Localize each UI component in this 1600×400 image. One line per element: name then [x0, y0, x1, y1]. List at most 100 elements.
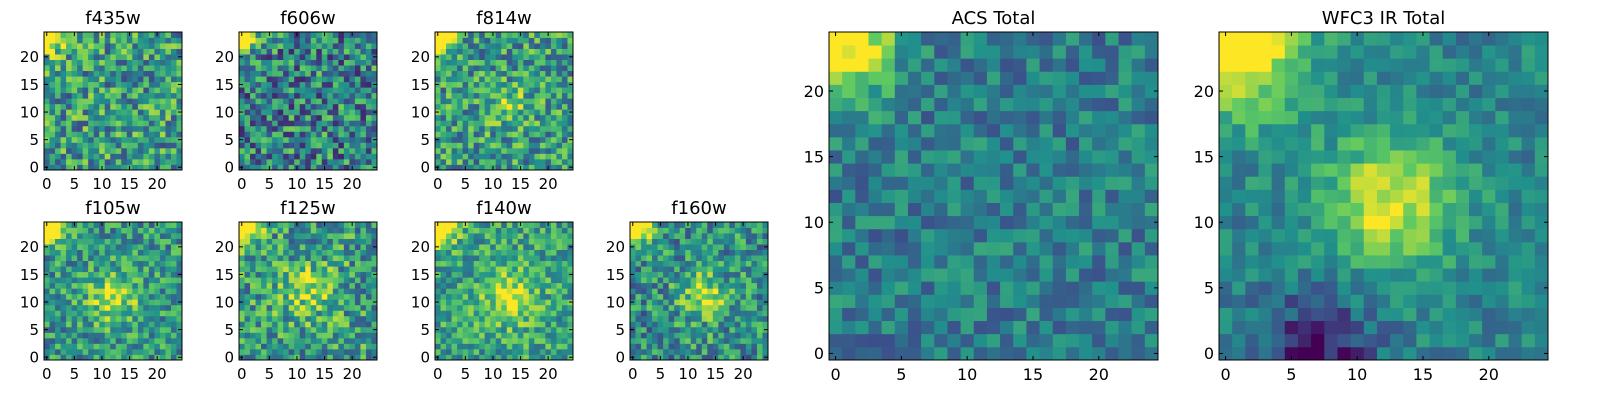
heatmap-cell [365, 43, 372, 49]
heatmap-cell [250, 54, 256, 60]
heatmap-cell [446, 348, 452, 355]
heatmap-cell [446, 43, 452, 49]
heatmap-cell [468, 266, 475, 273]
heatmap-cell [154, 233, 161, 239]
heatmap-cell [126, 337, 133, 344]
heatmap-cell [294, 54, 301, 60]
heatmap-cell [567, 222, 574, 228]
heatmap-cell [132, 153, 139, 160]
heatmap-cell [545, 282, 552, 289]
heatmap-cell [71, 238, 78, 245]
heatmap-cell [685, 271, 692, 278]
heatmap-cell [82, 164, 89, 171]
heatmap-cell [829, 189, 843, 203]
heatmap-cell [652, 354, 658, 361]
heatmap-cell [561, 70, 568, 77]
heatmap-cell [712, 332, 719, 339]
heatmap-cell [365, 153, 372, 160]
heatmap-cell [545, 136, 552, 143]
heatmap-cell [652, 315, 658, 322]
heatmap-cell [556, 81, 563, 88]
heatmap-cell [868, 176, 883, 190]
heatmap-cell [473, 354, 480, 361]
heatmap-cell [310, 125, 317, 132]
heatmap-cell [734, 337, 741, 344]
heatmap-cell [556, 293, 563, 300]
heatmap-cell [490, 158, 497, 165]
heatmap-cell [110, 153, 117, 160]
heatmap-cell [332, 103, 339, 110]
heatmap-cell [365, 238, 372, 245]
heatmap-cell [126, 92, 133, 99]
heatmap-cell [762, 277, 769, 284]
heatmap-cell [148, 260, 155, 267]
heatmap-cell [154, 282, 161, 289]
heatmap-cell [110, 136, 117, 143]
heatmap-cell [561, 98, 568, 105]
heatmap-cell [495, 255, 502, 262]
heatmap-cell [1039, 163, 1054, 177]
heatmap-cell [349, 332, 356, 339]
heatmap-cell [360, 233, 367, 239]
heatmap-cell [283, 164, 290, 171]
heatmap-cell [674, 337, 681, 344]
heatmap-cell [349, 70, 356, 77]
heatmap-cell [137, 332, 144, 339]
heatmap-cell [159, 120, 166, 127]
heatmap-cell [66, 120, 72, 127]
heatmap-cell [1092, 202, 1106, 217]
heatmap-cell [288, 109, 295, 116]
heatmap-cell [679, 222, 686, 228]
heatmap-cell [685, 288, 692, 295]
heatmap-cell [250, 343, 256, 350]
heatmap-cell [159, 136, 166, 143]
heatmap-cell [170, 98, 177, 105]
heatmap-cell [343, 227, 350, 234]
heatmap-cell [365, 249, 372, 256]
heatmap-cell [165, 70, 172, 77]
heatmap-cell [266, 326, 273, 333]
heatmap-cell [668, 271, 675, 278]
heatmap-cell [239, 87, 245, 94]
heatmap-cell [1026, 255, 1040, 269]
heatmap-cell [104, 70, 111, 77]
heatmap-cell [512, 249, 519, 256]
heatmap-cell [539, 98, 546, 105]
heatmap-cell [294, 266, 301, 273]
heatmap-cell [663, 315, 670, 322]
heatmap-cell [679, 266, 686, 273]
heatmap-cell [718, 299, 725, 306]
heatmap-cell [756, 288, 763, 295]
heatmap-cell [762, 332, 769, 339]
heatmap-cell [338, 238, 345, 245]
heatmap-cell [534, 92, 541, 99]
heatmap-cell [1118, 333, 1133, 348]
heatmap-cell [468, 120, 475, 127]
heatmap-cell [316, 142, 323, 149]
heatmap-cell [986, 202, 1001, 217]
heatmap-cell [1105, 307, 1119, 322]
heatmap-cell [121, 114, 128, 121]
heatmap-cell [371, 222, 378, 228]
y-tick-label: 15 [606, 266, 625, 284]
heatmap-cell [137, 293, 144, 300]
heatmap-cell [115, 142, 122, 149]
heatmap-cell [751, 260, 758, 267]
heatmap-cell [539, 271, 546, 278]
heatmap-cell [668, 337, 675, 344]
heatmap-cell [701, 321, 708, 328]
heatmap-cell [745, 222, 752, 228]
heatmap-cell [343, 59, 350, 66]
heatmap-cell [506, 222, 513, 228]
heatmap-cell [490, 81, 497, 88]
heatmap-cell [360, 299, 367, 306]
heatmap-cell [1026, 215, 1040, 230]
heatmap-cell [674, 315, 681, 322]
heatmap-cell [506, 76, 513, 83]
heatmap-cell [707, 271, 714, 278]
heatmap-cell [55, 98, 61, 105]
heatmap-cell [517, 304, 524, 311]
heatmap-cell [371, 131, 378, 138]
heatmap-cell [556, 255, 563, 262]
heatmap-cell [132, 136, 139, 143]
